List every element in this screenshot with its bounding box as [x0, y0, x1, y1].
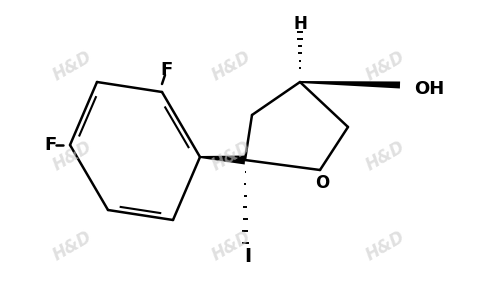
Text: H&D: H&D	[209, 228, 254, 264]
Text: H&D: H&D	[209, 48, 254, 84]
Text: H&D: H&D	[50, 48, 95, 84]
Text: H&D: H&D	[363, 138, 408, 174]
Text: H&D: H&D	[50, 228, 95, 264]
Text: H&D: H&D	[50, 138, 95, 174]
Text: OH: OH	[414, 80, 444, 98]
Text: H&D: H&D	[363, 48, 408, 84]
Text: H&D: H&D	[363, 228, 408, 264]
Text: I: I	[244, 247, 252, 266]
Text: F: F	[161, 61, 173, 79]
Polygon shape	[300, 81, 400, 88]
Text: H: H	[293, 15, 307, 33]
Polygon shape	[200, 155, 245, 164]
Text: O: O	[315, 174, 329, 192]
Text: F: F	[44, 136, 56, 154]
Text: H&D: H&D	[209, 138, 254, 174]
